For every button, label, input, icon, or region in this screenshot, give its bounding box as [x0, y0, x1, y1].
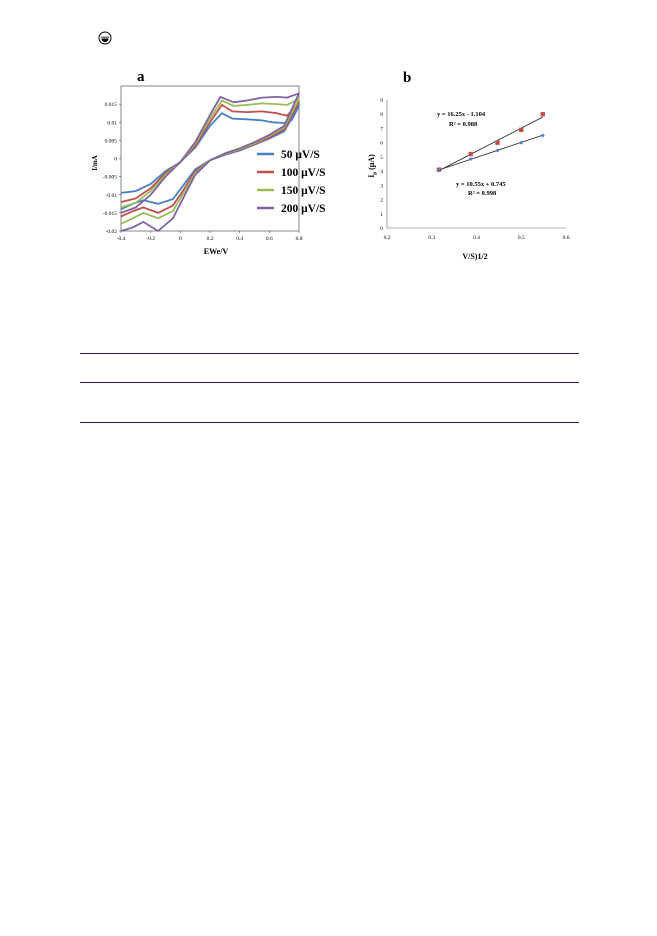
trend-equation-2: y = 10.55x + 0.745 [456, 181, 506, 188]
cv-x-tick-label: -0.4 [117, 236, 126, 242]
trend-r2-1: R² = 0.988 [449, 121, 478, 128]
cv-y-tick-label: 0.005 [105, 138, 118, 144]
legend-label-4: 200 μV/S [281, 203, 326, 215]
legend-label-1: 50 μV/S [281, 149, 320, 161]
panel-a-label: a [137, 69, 145, 85]
data-point [540, 133, 545, 138]
cv-curve-4 [120, 92, 300, 232]
trendline-2 [438, 134, 543, 171]
cv-x-axis-label: EWe/V [204, 247, 229, 256]
peak-current-plot: b 9 8 7 6 5 4 3 2 1 0 0.2 0.3 0.4 0.5 0.6 y = 16.25x … [367, 70, 570, 261]
peak-x-tick-label: 0.5 [518, 235, 525, 241]
peak-y-tick-label: 5 [380, 155, 383, 161]
data-point [519, 140, 524, 145]
cv-y-tick-label: 0.015 [105, 102, 118, 108]
cv-y-tick-label: 0.01 [107, 120, 117, 126]
data-point [495, 140, 500, 145]
peak-y-tick-label: 6 [380, 141, 383, 147]
cv-plot: a 0.0150.010.0050-0.005-0.01-0.015-0.02 … [91, 69, 326, 256]
peak-y-tick-label: 4 [380, 169, 383, 175]
cv-y-axis-label: I/mA [91, 155, 99, 171]
peak-x-tick-label: 0.4 [473, 235, 480, 241]
legend-label-2: 100 μV/S [281, 167, 326, 179]
cv-y-tick-label: -0.015 [103, 211, 117, 217]
trend-r2-2: R² = 0.998 [468, 190, 497, 197]
cv-y-tick-label: -0.02 [106, 229, 118, 235]
cv-x-tick-label: 0.4 [236, 236, 243, 242]
trendline-1 [438, 116, 543, 172]
table-header-rule [80, 382, 579, 383]
data-point [436, 167, 441, 172]
table-top-rule [80, 353, 579, 354]
peak-x-tick-label: 0.6 [563, 235, 570, 241]
cv-x-tick-label: 0 [179, 236, 182, 242]
peak-y-tick-label: 3 [380, 183, 383, 189]
table-bottom-rule [80, 422, 579, 423]
cv-y-tick-label: -0.01 [106, 193, 118, 199]
data-point [540, 112, 545, 117]
cv-x-tick-label: -0.2 [146, 236, 155, 242]
data-point [495, 148, 500, 153]
data-point [519, 127, 524, 133]
cv-y-tick-label: -0.005 [103, 175, 117, 181]
peak-y-tick-label: 2 [380, 198, 383, 204]
peak-y-axis-label: Ip (μA) [367, 154, 378, 178]
data-point [468, 157, 473, 162]
peak-y-tick-label: 0 [380, 226, 383, 232]
peak-x-tick-label: 0.2 [384, 235, 391, 241]
peak-y-tick-label: 9 [380, 98, 383, 104]
trend-equation-1: y = 16.25x - 1.104 [437, 111, 486, 118]
peak-y-tick-label: 1 [380, 212, 383, 218]
cv-x-tick-label: 0.8 [296, 236, 303, 242]
panel-b-label: b [403, 70, 411, 86]
legend-label-3: 150 μV/S [281, 185, 326, 197]
figure: a 0.0150.010.0050-0.005-0.01-0.015-0.02 … [91, 69, 570, 261]
cv-x-tick-label: 0.6 [266, 236, 273, 242]
cv-legend: 50 μV/S 100 μV/S 150 μV/S 200 μV/S [257, 149, 326, 215]
circle-dot-icon [98, 31, 112, 45]
peak-y-tick-label: 8 [380, 112, 383, 118]
data-point [468, 151, 473, 157]
peak-x-tick-label: 0.3 [428, 235, 435, 241]
cv-x-tick-label: 0.2 [207, 236, 214, 242]
peak-y-tick-label: 7 [380, 126, 383, 132]
peak-x-axis-label: V/S)1/2 [462, 252, 487, 261]
cv-y-tick-label: 0 [114, 157, 117, 163]
